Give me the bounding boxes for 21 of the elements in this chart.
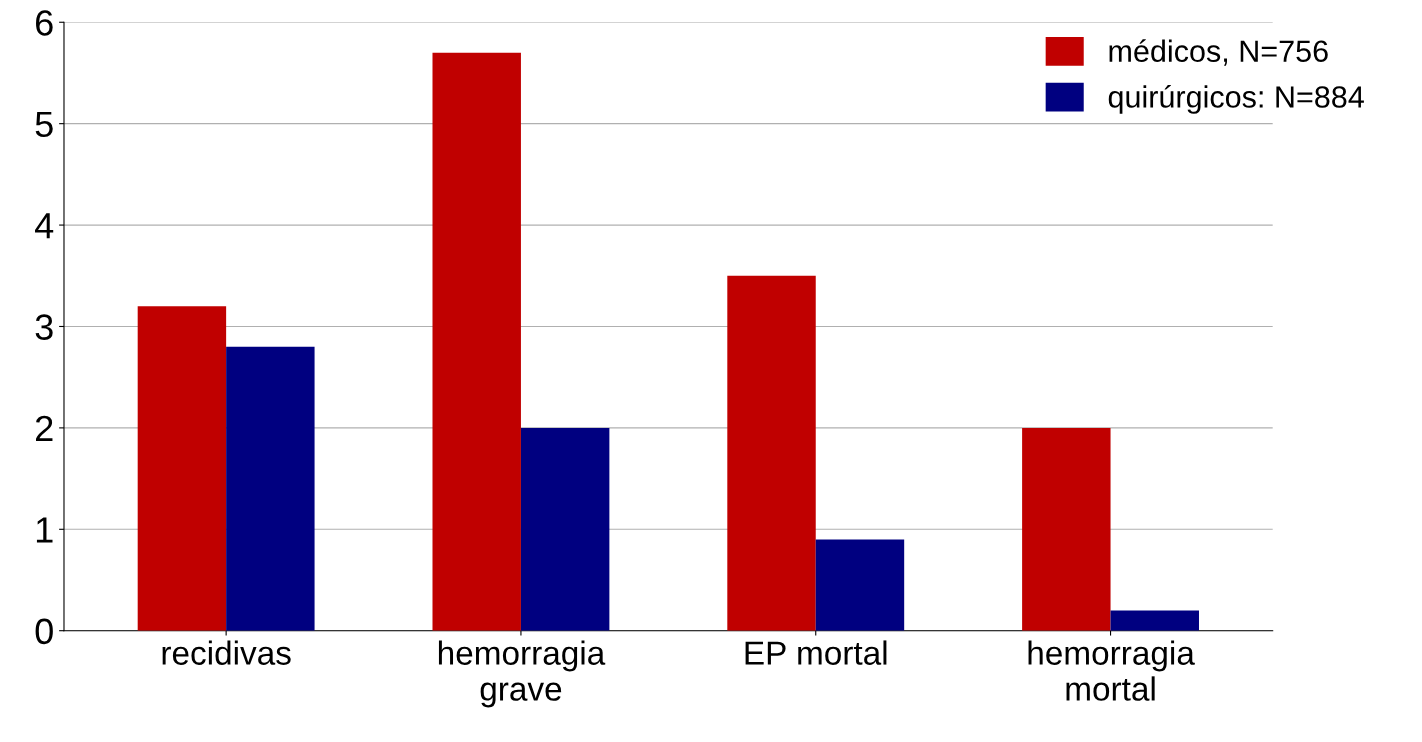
bar <box>1110 610 1199 631</box>
bar <box>226 346 315 631</box>
bar <box>1022 427 1111 631</box>
x-tick-label: EP mortal <box>745 640 887 665</box>
y-tick-label: 4 <box>35 213 54 239</box>
x-tick-label: hemorragia mortal <box>1028 640 1195 701</box>
y-tick-label: 0 <box>35 618 53 645</box>
bar <box>432 52 521 631</box>
legend-label: médicos, N=756 <box>1109 39 1328 66</box>
legend-label: quirúrgicos: N=884 <box>1108 84 1364 114</box>
bar <box>815 539 905 631</box>
y-tick-label: 6 <box>36 10 53 36</box>
y-tick-label: 1 <box>36 517 53 543</box>
bar <box>520 427 610 631</box>
y-tick-label: 3 <box>35 314 53 340</box>
x-tick-label: recidivas <box>162 640 291 665</box>
bar <box>137 306 227 631</box>
y-tick-label: 5 <box>35 111 53 138</box>
bar <box>727 275 816 631</box>
y-tick-label: 2 <box>36 415 53 441</box>
x-tick-label: hemorragia grave <box>438 640 606 708</box>
